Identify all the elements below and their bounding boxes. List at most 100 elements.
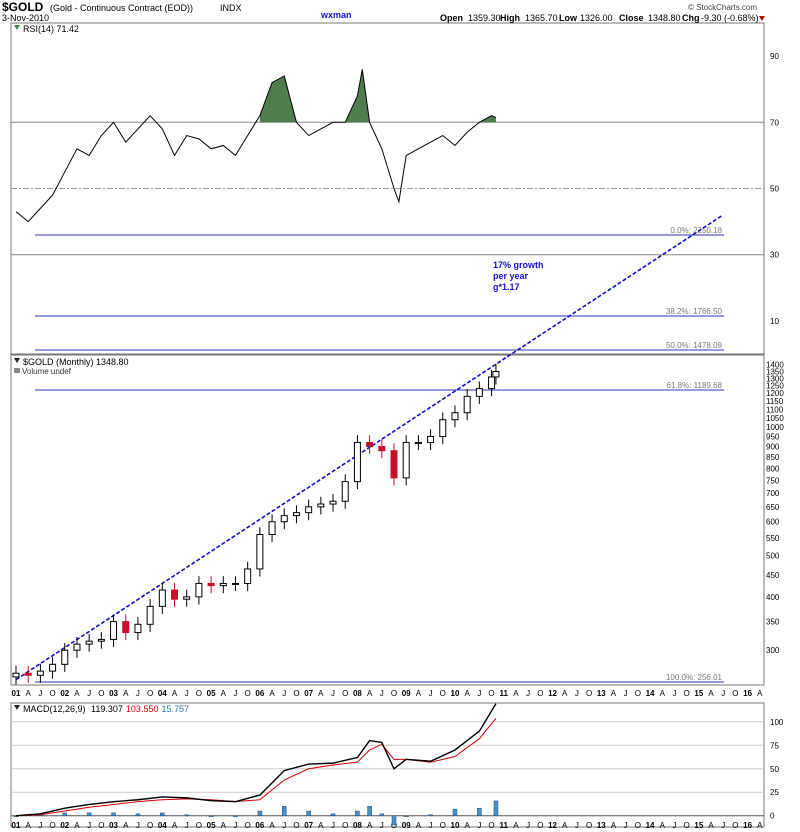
price-y-tick: 750 [766,476,780,485]
rsi-y-tick: 90 [770,52,779,61]
x-tick-label: O [293,689,299,698]
panel-macd [10,702,765,828]
rsi-y-axis: 90 70 50 30 10 [770,52,779,326]
chg-value: -9.30 (-0.68%) [701,13,759,23]
price-y-tick: 1250 [766,382,784,391]
x-tick-label: 02 [60,821,69,830]
macd-hist-bar [306,810,311,816]
x-tick-label: J [624,821,628,830]
rsi-legend: RSI(14) 71.42 [23,24,79,34]
candle-body [24,672,32,676]
x-tick-label: J [672,821,676,830]
x-tick-label: J [185,821,189,830]
fib-label: 100.0%: 256.01 [666,673,723,682]
x-tick-label: A [318,821,324,830]
rsi-y-tick: 50 [770,185,779,194]
candle-body [451,412,459,421]
x-tick-label: J [624,689,628,698]
x-tick-label: 06 [255,689,264,698]
x-tick-label: J [429,821,433,830]
macd-hist-bar [355,810,360,816]
candle-body [492,371,500,378]
x-tick-label: A [464,821,470,830]
macd-x-axis: 01 A J O 02 A J O 03 A J O 04 A J O 05 A J O 06 A J O 07 A J O 08 A J O… [12,821,764,830]
x-tick-label: 05 [207,821,216,830]
x-tick-label: 03 [109,689,118,698]
price-y-tick: 1400 [766,361,784,370]
x-tick-label: A [269,821,275,830]
price-y-tick: 950 [766,433,780,442]
macd-line [15,703,497,817]
price-y-tick: 650 [766,503,780,512]
candle-body [378,446,386,452]
macd-hist-bar [282,806,287,816]
high-label: High [500,13,520,23]
close-label: Close [619,13,644,23]
x-tick-label: 08 [353,689,362,698]
x-tick-label: O [147,689,153,698]
macd-y-tick: 75 [770,741,779,750]
x-tick-label: O [488,689,494,698]
x-tick-label: O [391,821,397,830]
candle-body [488,376,496,390]
x-tick-label: J [331,689,335,698]
macd-hist-bar [135,813,141,816]
x-tick-label: 07 [304,821,313,830]
x-tick-label: 14 [646,689,655,698]
x-tick-label: 16 [743,689,752,698]
macd-legend: MACD(12,26,9) 119.307 103.550 15.757 [23,704,189,714]
x-tick-label: A [708,689,714,698]
x-tick-label: A [611,689,617,698]
x-tick-label: 12 [548,689,557,698]
price-y-tick: 1050 [766,414,784,423]
candle-body [219,582,227,587]
candle-body [134,623,142,634]
macd-legend-signal: 103.550 [126,704,159,714]
x-tick-label: A [562,821,568,830]
chart-author: wxman [320,10,352,20]
fib-label: 38.2%: 1766.50 [666,307,723,316]
x-tick-label: 09 [402,821,411,830]
x-tick-label: O [537,689,543,698]
price-y-tick: 1100 [766,405,784,414]
x-tick-label: A [26,821,32,830]
x-tick-label: A [26,689,32,698]
candle-body [427,436,435,443]
x-tick-label: O [635,689,641,698]
fib-label: 0.0%: 2250.18 [670,226,722,235]
rsi-line [15,69,497,223]
x-tick-label: O [147,821,153,830]
price-y-tick: 600 [766,518,780,527]
candle-body [207,582,215,587]
macd-hist-bar [493,800,499,816]
x-tick-label: A [416,689,422,698]
x-tick-label: 13 [597,821,606,830]
macd-hist-bar [111,812,116,816]
x-tick-label: A [74,689,80,698]
candle-body [341,481,349,502]
x-tick-label: O [196,821,202,830]
price-y-tick: 1000 [766,423,784,432]
candle-body [85,640,93,645]
candle-body [231,582,239,585]
macd-hist-bar [367,806,372,816]
candle-body [292,512,300,517]
candle-body [414,441,422,444]
rsi-overbought-area [333,69,370,123]
x-tick-label: O [98,689,104,698]
macd-hist-bar [477,807,482,816]
x-tick-label: A [708,821,714,830]
candle-body [402,441,410,479]
volume-legend: Volume undef [22,367,72,376]
price-y-tick: 1350 [766,367,784,376]
price-y-tick: 400 [766,593,780,602]
low-label: Low [559,13,578,23]
x-tick-label: O [98,821,104,830]
price-candles [12,364,500,685]
growth-label-line: 17% growth [493,260,544,270]
candle-body [36,670,44,676]
x-tick-label: 12 [548,821,557,830]
x-tick-label: 07 [304,689,313,698]
price-y-tick: 1150 [766,397,784,406]
volume-legend-icon [14,368,20,373]
